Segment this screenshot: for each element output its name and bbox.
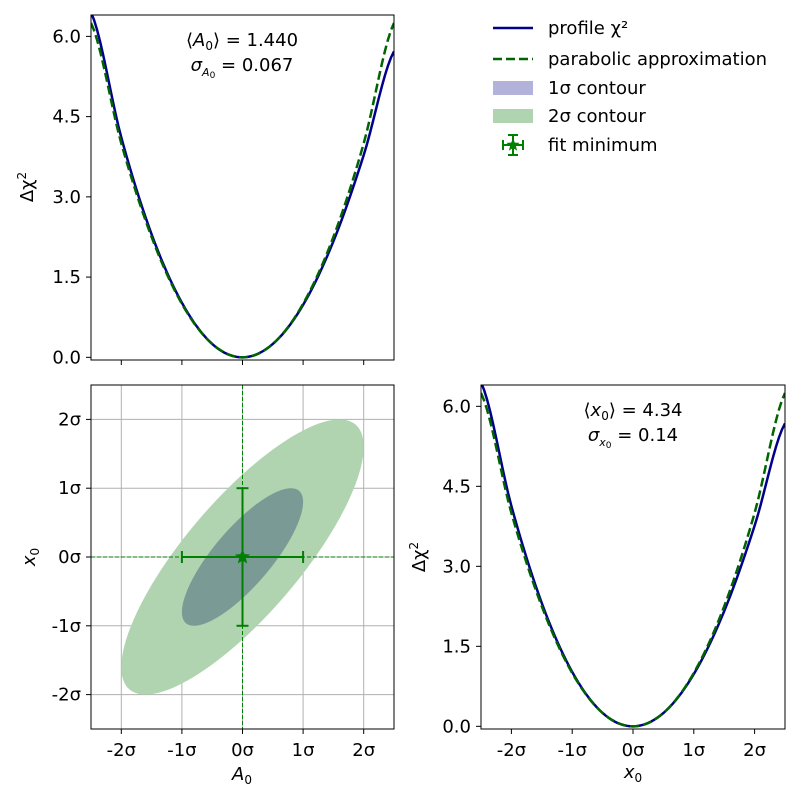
- profile-x0-ytick-label: 3.0: [442, 556, 471, 577]
- profile-a0-ytick-label: 4.5: [52, 107, 81, 128]
- contour-xtick-label: 2σ: [352, 740, 375, 761]
- profile-a0-ytick-label: 1.5: [52, 267, 81, 288]
- contour-frame: [90, 384, 395, 730]
- profile-x0-ytick-label: 6.0: [442, 396, 471, 417]
- profile-x0-annotation-mean: ⟨x0⟩ = 4.34: [584, 400, 683, 423]
- contour-ytick-label: 0σ: [58, 547, 81, 568]
- profile-x0-xtick-label: 2σ: [743, 740, 766, 761]
- contour-ytick-label: -2σ: [52, 685, 81, 706]
- legend-entry-label: fit minimum: [548, 135, 658, 156]
- profile-x0-ytick-label: 0.0: [442, 716, 471, 737]
- profile-a0-annotation-sigma: σA0 = 0.067: [191, 55, 294, 81]
- legend-swatch-star: [506, 138, 520, 151]
- profile-a0-frame: [90, 14, 395, 361]
- profile-x0-xtick-label: 0σ: [622, 740, 645, 761]
- profile-a0-series-parabolic: [91, 22, 394, 359]
- profile-x0-frame: [480, 384, 786, 730]
- contour-xtick-label: -2σ: [107, 740, 136, 761]
- contour-panel: -2σ -1σ 0σ 1σ 2σ -2σ -1σ 0σ 1σ 2σ A0 x0: [19, 384, 395, 787]
- legend-swatch-contour: [493, 109, 533, 123]
- profile-x0-series-parabolic: [481, 392, 785, 728]
- profile-x0-annotation-sigma: σx0 = 0.14: [588, 425, 678, 451]
- legend-entry-label: 2σ contour: [548, 106, 646, 127]
- profile-a0-annotation-mean: ⟨A0⟩ = 1.440: [186, 30, 298, 53]
- profile-x0-xlabel: x0: [623, 762, 642, 785]
- profile-x0-xtick-label: -2σ: [497, 740, 526, 761]
- profile-a0-ytick-label: 3.0: [52, 187, 81, 208]
- profile-x0-ylabel: Δχ2: [407, 542, 430, 572]
- profile-x0-plot-area: 0.0 1.5 3.0 4.5 6.0 -2σ -1σ 0σ 1σ 2σ: [442, 384, 786, 761]
- legend: profile χ² parabolic approximation 1σ cont…: [493, 18, 767, 156]
- legend-entry-label: profile χ²: [548, 18, 628, 39]
- profile-x0-xtick-label: -1σ: [558, 740, 587, 761]
- contour-xtick-label: -1σ: [167, 740, 196, 761]
- profile-x0-panel: 0.0 1.5 3.0 4.5 6.0 -2σ -1σ 0σ 1σ 2σ x0 Δχ2 ⟨x0⟩ …: [407, 384, 786, 785]
- minimum-star-marker: [234, 549, 251, 564]
- profile-x0-ytick-label: 4.5: [442, 476, 471, 497]
- legend-swatch-contour: [493, 81, 533, 95]
- legend-entry-label: parabolic approximation: [548, 49, 767, 70]
- contour-ylabel: x0: [19, 548, 42, 567]
- profile-a0-ytick-label: 0.0: [52, 347, 81, 368]
- profile-a0-ylabel: Δχ2: [15, 172, 38, 202]
- contour-ytick-label: -1σ: [52, 616, 81, 637]
- profile-a0-plot-area: 0.0 1.5 3.0 4.5 6.0: [52, 14, 395, 368]
- profile-x0-ytick-label: 1.5: [442, 636, 471, 657]
- legend-entry-label: 1σ contour: [548, 78, 646, 99]
- contour-ytick-label: 2σ: [58, 409, 81, 430]
- profile-a0-panel: 0.0 1.5 3.0 4.5 6.0 Δχ2 ⟨A0⟩ = 1.440 σA0 = 0…: [15, 14, 395, 368]
- profile-x0-xtick-label: 1σ: [682, 740, 705, 761]
- profile-a0-ytick-label: 6.0: [52, 26, 81, 47]
- contour-plot-area: -2σ -1σ 0σ 1σ 2σ -2σ -1σ 0σ 1σ 2σ: [52, 384, 395, 761]
- contour-xtick-label: 0σ: [231, 740, 254, 761]
- contour-ytick-label: 1σ: [58, 478, 81, 499]
- contour-xtick-label: 1σ: [292, 740, 315, 761]
- contour-xlabel: A0: [231, 764, 252, 787]
